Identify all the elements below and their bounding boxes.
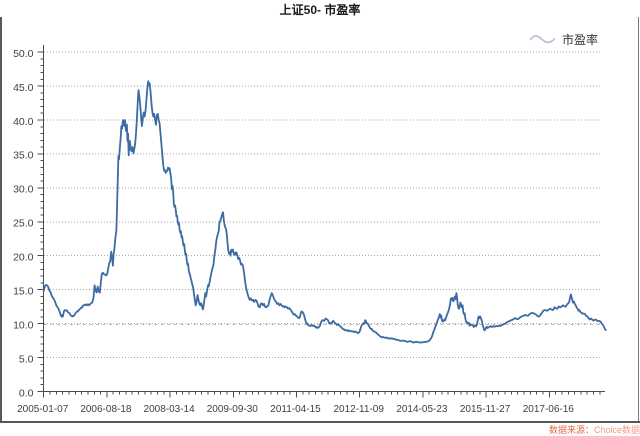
- svg-text:2006-08-18: 2006-08-18: [80, 404, 132, 415]
- svg-text:2009-09-30: 2009-09-30: [207, 404, 259, 415]
- svg-text:2011-04-15: 2011-04-15: [270, 404, 321, 415]
- svg-text:2017-06-16: 2017-06-16: [523, 404, 575, 415]
- svg-text:20.0: 20.0: [13, 252, 34, 264]
- svg-text:10.0: 10.0: [13, 319, 34, 331]
- svg-text:25.0: 25.0: [13, 218, 34, 230]
- svg-text:2014-05-23: 2014-05-23: [396, 404, 448, 415]
- svg-text:2015-11-27: 2015-11-27: [460, 404, 511, 415]
- svg-text:35.0: 35.0: [13, 150, 34, 162]
- svg-text:5.0: 5.0: [19, 353, 34, 365]
- svg-text:30.0: 30.0: [13, 184, 34, 196]
- svg-text:2008-03-14: 2008-03-14: [144, 404, 196, 415]
- svg-text:40.0: 40.0: [13, 116, 34, 128]
- svg-text:2012-11-09: 2012-11-09: [333, 404, 384, 415]
- svg-text:2005-01-07: 2005-01-07: [17, 404, 69, 415]
- svg-text:50.0: 50.0: [13, 48, 34, 60]
- svg-text:15.0: 15.0: [13, 286, 34, 298]
- svg-text:0.0: 0.0: [19, 387, 34, 399]
- svg-text:45.0: 45.0: [13, 82, 34, 94]
